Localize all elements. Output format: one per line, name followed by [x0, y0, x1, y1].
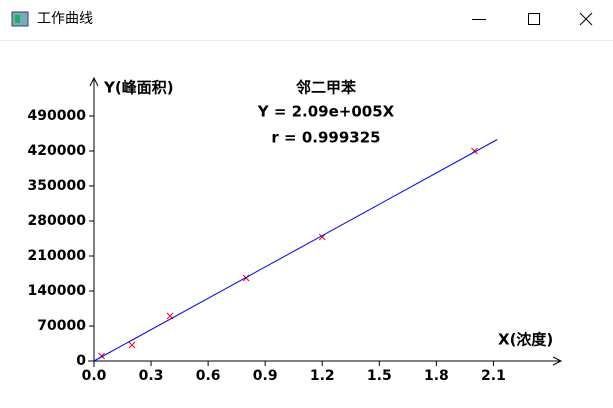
x-tick-label: 0.3: [139, 368, 164, 384]
chart: 邻二甲苯 Y = 2.09e+005X r = 0.999325 Y(峰面积) …: [28, 76, 563, 384]
y-tick-label: 70000: [37, 318, 86, 334]
y-axis-label: Y(峰面积): [103, 79, 174, 97]
chart-title: 邻二甲苯: [295, 79, 357, 97]
correlation: r = 0.999325: [271, 129, 380, 147]
y-tick-label: 280000: [28, 213, 87, 229]
x-tick-label: 0.6: [196, 368, 221, 384]
fit-line: [93, 139, 498, 362]
x-tick-label: 0.9: [253, 368, 278, 384]
x-tick-label: 1.5: [367, 368, 392, 384]
window-title: 工作曲线: [37, 11, 93, 27]
y-tick-label: 210000: [28, 248, 87, 264]
y-tick-label: 420000: [28, 143, 87, 159]
equation: Y = 2.09e+005X: [257, 103, 395, 121]
y-axis: [89, 76, 99, 367]
x-tick-label: 1.8: [424, 368, 449, 384]
x-tick-label: 2.1: [481, 368, 506, 384]
x-axis: [88, 356, 563, 366]
app-icon-detail: [15, 15, 20, 23]
x-tick-label: 0.0: [82, 368, 107, 384]
y-tick-label: 140000: [28, 283, 87, 299]
y-tick-label: 350000: [28, 178, 87, 194]
data-point: [128, 341, 136, 349]
maximize-button[interactable]: [528, 13, 540, 25]
y-tick-label: 490000: [28, 108, 87, 124]
y-tick-label: 0: [76, 353, 86, 369]
x-tick-label: 1.2: [310, 368, 335, 384]
title-bar: [0, 0, 613, 40]
close-button[interactable]: [579, 12, 593, 26]
x-axis-label: X(浓度): [498, 331, 553, 349]
